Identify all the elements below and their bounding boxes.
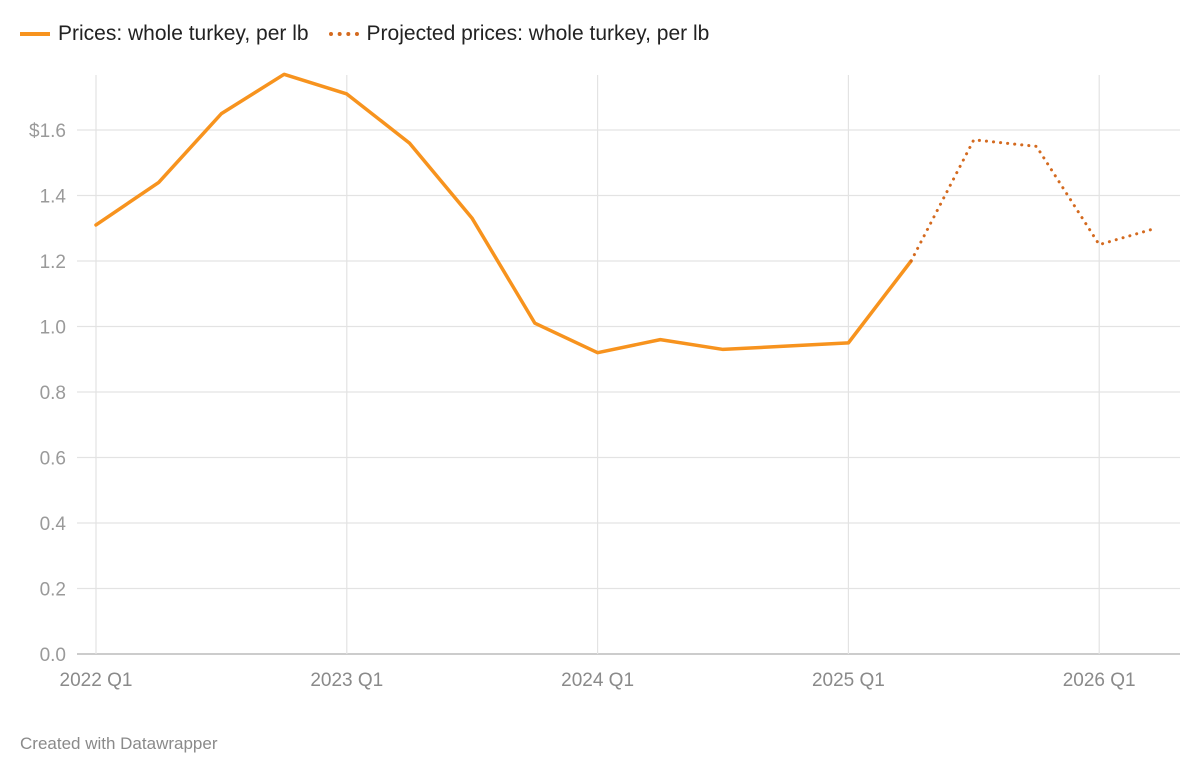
y-tick-label: 0.6 xyxy=(40,449,66,470)
x-tick-label: 2026 Q1 xyxy=(1063,670,1136,691)
series-line-prices xyxy=(94,72,913,355)
y-tick-label: 0.8 xyxy=(40,383,66,404)
y-tick-label: 1.0 xyxy=(40,318,66,339)
legend-label: Projected prices: whole turkey, per lb xyxy=(366,22,710,45)
legend: Prices: whole turkey, per lb Projected p… xyxy=(20,22,709,46)
series-line-projected xyxy=(909,138,1158,263)
y-tick-label: $1.6 xyxy=(29,121,66,142)
y-tick-label: 0.2 xyxy=(40,580,66,601)
x-tick-label: 2022 Q1 xyxy=(60,670,133,691)
x-tick-label: 2023 Q1 xyxy=(310,670,383,691)
solid-line-swatch xyxy=(20,32,50,36)
dotted-line-swatch xyxy=(328,32,359,36)
y-tick-label: 1.2 xyxy=(40,252,66,273)
legend-item-prices: Prices: whole turkey, per lb xyxy=(20,22,309,46)
x-tick-label: 2024 Q1 xyxy=(561,670,634,691)
y-tick-label: 1.4 xyxy=(40,187,67,208)
y-tick-label: 0.4 xyxy=(40,514,67,535)
legend-item-projected: Projected prices: whole turkey, per lb xyxy=(328,22,710,46)
x-tick-label: 2025 Q1 xyxy=(812,670,885,691)
legend-label: Prices: whole turkey, per lb xyxy=(58,22,309,45)
footer-credit: Created with Datawrapper xyxy=(20,734,218,753)
y-tick-label: 0.0 xyxy=(40,645,66,666)
